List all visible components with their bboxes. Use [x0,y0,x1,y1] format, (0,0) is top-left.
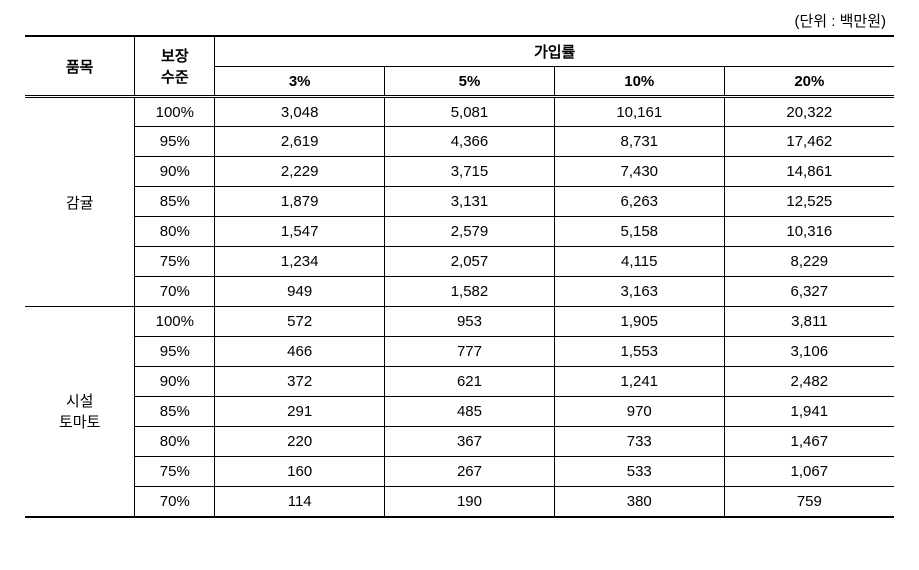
col-header-rate-3: 20% [724,67,894,97]
col-header-rate-1: 5% [385,67,555,97]
table-row: 80%1,5472,5795,15810,316 [25,217,894,247]
value-cell: 12,525 [724,187,894,217]
value-cell: 6,263 [554,187,724,217]
value-cell: 3,131 [385,187,555,217]
value-cell: 3,106 [724,337,894,367]
value-cell: 949 [215,277,385,307]
value-cell: 3,163 [554,277,724,307]
value-cell: 777 [385,337,555,367]
value-cell: 1,941 [724,397,894,427]
value-cell: 17,462 [724,127,894,157]
col-header-item: 품목 [25,36,135,97]
table-row: 75%1602675331,067 [25,457,894,487]
value-cell: 1,553 [554,337,724,367]
table-row: 70%114190380759 [25,487,894,517]
table-row: 시설 토마토100%5729531,9053,811 [25,307,894,337]
value-cell: 160 [215,457,385,487]
table-row: 85%1,8793,1316,26312,525 [25,187,894,217]
table-row: 90%2,2293,7157,43014,861 [25,157,894,187]
value-cell: 6,327 [724,277,894,307]
value-cell: 1,879 [215,187,385,217]
value-cell: 220 [215,427,385,457]
value-cell: 1,905 [554,307,724,337]
value-cell: 267 [385,457,555,487]
level-cell: 80% [135,427,215,457]
value-cell: 8,731 [554,127,724,157]
level-cell: 100% [135,97,215,127]
value-cell: 533 [554,457,724,487]
level-cell: 75% [135,457,215,487]
level-cell: 100% [135,307,215,337]
value-cell: 190 [385,487,555,517]
value-cell: 5,158 [554,217,724,247]
value-cell: 4,366 [385,127,555,157]
value-cell: 1,234 [215,247,385,277]
level-cell: 80% [135,217,215,247]
value-cell: 2,057 [385,247,555,277]
value-cell: 14,861 [724,157,894,187]
col-header-rate-group: 가입률 [215,36,894,67]
table-row: 95%2,6194,3668,73117,462 [25,127,894,157]
value-cell: 114 [215,487,385,517]
level-cell: 95% [135,127,215,157]
col-header-rate-0: 3% [215,67,385,97]
value-cell: 5,081 [385,97,555,127]
value-cell: 2,229 [215,157,385,187]
level-cell: 70% [135,277,215,307]
value-cell: 367 [385,427,555,457]
data-table: 품목 보장 수준 가입률 3% 5% 10% 20% 감귤100%3,0485,… [25,35,894,518]
level-cell: 90% [135,157,215,187]
value-cell: 1,467 [724,427,894,457]
value-cell: 733 [554,427,724,457]
table-row: 80%2203677331,467 [25,427,894,457]
unit-label: (단위 : 백만원) [25,10,894,31]
value-cell: 20,322 [724,97,894,127]
table-row: 90%3726211,2412,482 [25,367,894,397]
level-cell: 85% [135,187,215,217]
value-cell: 2,619 [215,127,385,157]
level-cell: 95% [135,337,215,367]
value-cell: 970 [554,397,724,427]
value-cell: 7,430 [554,157,724,187]
table-row: 감귤100%3,0485,08110,16120,322 [25,97,894,127]
value-cell: 2,579 [385,217,555,247]
level-cell: 70% [135,487,215,517]
level-cell: 90% [135,367,215,397]
value-cell: 372 [215,367,385,397]
value-cell: 10,161 [554,97,724,127]
value-cell: 8,229 [724,247,894,277]
value-cell: 1,547 [215,217,385,247]
value-cell: 291 [215,397,385,427]
value-cell: 466 [215,337,385,367]
col-header-rate-2: 10% [554,67,724,97]
col-header-level: 보장 수준 [135,36,215,97]
level-cell: 85% [135,397,215,427]
value-cell: 953 [385,307,555,337]
value-cell: 1,582 [385,277,555,307]
value-cell: 1,241 [554,367,724,397]
group-item-label: 감귤 [25,97,135,307]
table-row: 70%9491,5823,1636,327 [25,277,894,307]
value-cell: 10,316 [724,217,894,247]
value-cell: 485 [385,397,555,427]
value-cell: 621 [385,367,555,397]
value-cell: 2,482 [724,367,894,397]
value-cell: 572 [215,307,385,337]
value-cell: 3,715 [385,157,555,187]
table-row: 85%2914859701,941 [25,397,894,427]
value-cell: 1,067 [724,457,894,487]
value-cell: 3,811 [724,307,894,337]
group-item-label: 시설 토마토 [25,307,135,517]
value-cell: 4,115 [554,247,724,277]
level-cell: 75% [135,247,215,277]
value-cell: 3,048 [215,97,385,127]
table-row: 95%4667771,5533,106 [25,337,894,367]
value-cell: 380 [554,487,724,517]
table-row: 75%1,2342,0574,1158,229 [25,247,894,277]
value-cell: 759 [724,487,894,517]
